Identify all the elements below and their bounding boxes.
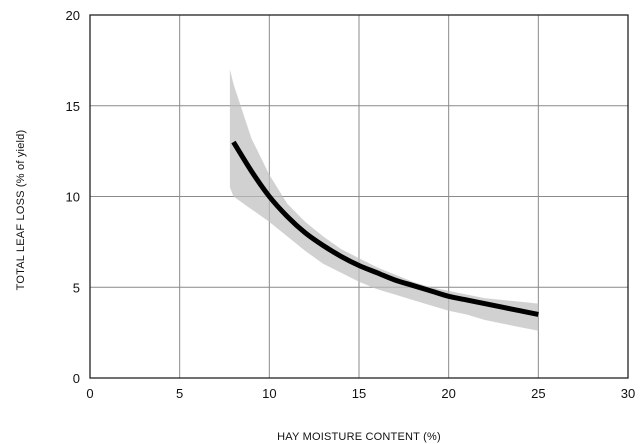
y-tick-label-0: 0 <box>73 371 80 386</box>
scatter-band <box>229 69 539 331</box>
y-axis-title: TOTAL LEAF LOSS (% of yield) <box>15 130 27 291</box>
x-tick-label-5: 25 <box>531 386 545 401</box>
y-tick-labels: 0 5 10 15 20 <box>66 8 80 386</box>
plot-border <box>89 14 629 379</box>
leaf-loss-curve-0 <box>231 140 539 317</box>
x-axis-title: HAY MOISTURE CONTENT (%) <box>277 431 441 443</box>
y-tick-label-2: 10 <box>66 190 80 205</box>
x-tick-label-1: 5 <box>176 386 183 401</box>
plot-frame <box>89 14 629 379</box>
x-tick-label-4: 20 <box>441 386 455 401</box>
x-tick-label-3: 15 <box>352 386 366 401</box>
y-tick-label-4: 20 <box>66 8 80 23</box>
gridlines <box>89 14 629 379</box>
x-tick-label-0: 0 <box>86 386 93 401</box>
scatter-band-area <box>229 69 539 331</box>
series-layer <box>231 140 539 317</box>
y-tick-label-3: 15 <box>66 99 80 114</box>
x-tick-label-6: 30 <box>621 386 635 401</box>
x-tick-labels: 0 5 10 15 20 25 30 <box>86 386 635 401</box>
y-tick-label-1: 5 <box>73 280 80 295</box>
x-tick-label-2: 10 <box>262 386 276 401</box>
